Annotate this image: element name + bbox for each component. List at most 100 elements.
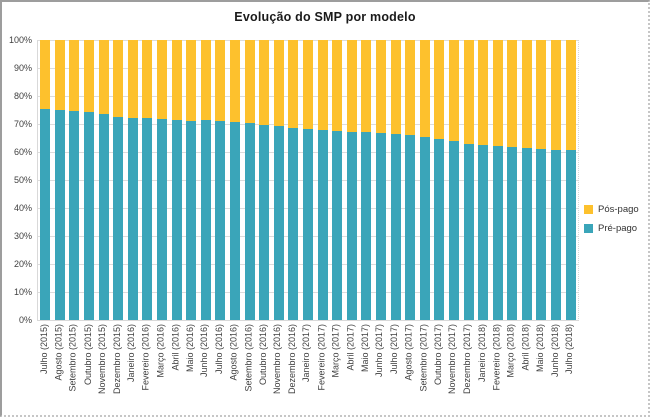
bar-segment-pos-pago [521, 40, 532, 149]
bar-column [301, 40, 316, 320]
x-tick-label: Agosto (2017) [403, 324, 414, 381]
bar-column [403, 40, 418, 320]
bar-column [257, 40, 272, 320]
legend-swatch-icon [584, 224, 593, 233]
bar-segment-pre-pago [419, 136, 430, 320]
bar-segment-pre-pago [84, 112, 95, 320]
x-tick-label: Junho (2016) [199, 324, 210, 378]
bar-segment-pre-pago [317, 129, 328, 320]
bar-column [67, 40, 82, 320]
bar-column [213, 40, 228, 320]
bars [38, 40, 578, 320]
x-tick-label: Maio (2016) [184, 324, 195, 373]
bar-segment-pos-pago [478, 40, 489, 146]
x-tick-label: Agosto (2015) [53, 324, 64, 381]
y-tick-label: 60% [13, 147, 32, 157]
bar-segment-pos-pago [54, 40, 65, 110]
bar-segment-pos-pago [40, 40, 51, 109]
bar-segment-pos-pago [375, 40, 386, 134]
bar-segment-pos-pago [69, 40, 80, 112]
bar-segment-pre-pago [215, 120, 226, 320]
bar-segment-pre-pago [551, 149, 562, 320]
x-tick-label: Abril (2017) [345, 324, 356, 371]
bar-segment-pos-pago [419, 40, 430, 137]
bar-segment-pre-pago [390, 134, 401, 320]
x-tick-label: Abril (2016) [170, 324, 181, 371]
y-tick-label: 80% [13, 91, 32, 101]
bar-segment-pos-pago [215, 40, 226, 121]
x-tick-label: Novembro (2016) [272, 324, 283, 395]
bar-column [490, 40, 505, 320]
bar-column [417, 40, 432, 320]
y-tick-label: 30% [13, 231, 32, 241]
bar-segment-pre-pago [54, 110, 65, 320]
y-tick-label: 90% [13, 63, 32, 73]
bar-column [96, 40, 111, 320]
bar-segment-pre-pago [288, 127, 299, 320]
plot-area [37, 40, 579, 321]
x-tick-label: Julho (2018) [564, 324, 575, 375]
bar-segment-pos-pago [186, 40, 197, 121]
bar-segment-pre-pago [186, 120, 197, 320]
bar-column [53, 40, 68, 320]
bar-segment-pos-pago [565, 40, 576, 151]
bar-segment-pre-pago [200, 120, 211, 320]
x-tick-label: Dezembro (2016) [286, 324, 297, 395]
bar-segment-pos-pago [332, 40, 343, 131]
bar-segment-pre-pago [40, 108, 51, 320]
x-tick-label: Março (2016) [155, 324, 166, 378]
bar-column [476, 40, 491, 320]
bar-segment-pos-pago [259, 40, 270, 125]
y-tick-label: 100% [8, 35, 32, 45]
bar-column [272, 40, 287, 320]
bar-segment-pre-pago [463, 144, 474, 320]
x-tick-label: Julho (2015) [38, 324, 49, 375]
bar-segment-pre-pago [259, 124, 270, 320]
bar-segment-pre-pago [332, 131, 343, 320]
y-axis: 100% 90% 80% 70% 60% 50% 40% 30% 20% 10% 0% [2, 35, 32, 325]
bar-segment-pos-pago [127, 40, 138, 118]
legend-item: Pós-pago [584, 204, 639, 215]
bar-column [126, 40, 141, 320]
bar-segment-pre-pago [157, 119, 168, 320]
x-tick-label: Outubro (2016) [257, 324, 268, 386]
legend-label: Pré-pago [598, 223, 638, 234]
bar-segment-pos-pago [317, 40, 328, 130]
x-tick-label: Janeiro (2017) [301, 324, 312, 383]
bar-segment-pos-pago [302, 40, 313, 129]
y-tick-label: 10% [13, 287, 32, 297]
x-tick-label: Junho (2017) [374, 324, 385, 378]
y-tick-label: 70% [13, 119, 32, 129]
bar-segment-pre-pago [142, 118, 153, 320]
x-tick-label: Dezembro (2017) [462, 324, 473, 395]
x-tick-label: Setembro (2017) [418, 324, 429, 392]
x-tick-label: Janeiro (2016) [126, 324, 137, 383]
bar-segment-pos-pago [463, 40, 474, 145]
legend-swatch-icon [584, 205, 593, 214]
bar-column [155, 40, 170, 320]
bar-segment-pre-pago [492, 145, 503, 320]
bar-segment-pos-pago [346, 40, 357, 132]
bar-column [359, 40, 374, 320]
bar-column [432, 40, 447, 320]
bar-column [388, 40, 403, 320]
bar-segment-pre-pago [478, 145, 489, 320]
bar-segment-pre-pago [69, 111, 80, 320]
bar-column [461, 40, 476, 320]
bar-segment-pre-pago [507, 146, 518, 320]
bar-column [242, 40, 257, 320]
x-tick-label: Dezembro (2015) [111, 324, 122, 395]
bar-segment-pos-pago [492, 40, 503, 146]
legend-label: Pós-pago [598, 204, 639, 215]
bar-column [315, 40, 330, 320]
bar-segment-pre-pago [405, 135, 416, 320]
x-tick-label: Maio (2017) [359, 324, 370, 373]
bar-segment-pos-pago [171, 40, 182, 121]
bar-column [169, 40, 184, 320]
bar-column [549, 40, 564, 320]
x-tick-label: Fevereiro (2017) [316, 324, 327, 391]
bar-segment-pos-pago [448, 40, 459, 141]
bar-segment-pre-pago [127, 117, 138, 320]
bar-column [505, 40, 520, 320]
